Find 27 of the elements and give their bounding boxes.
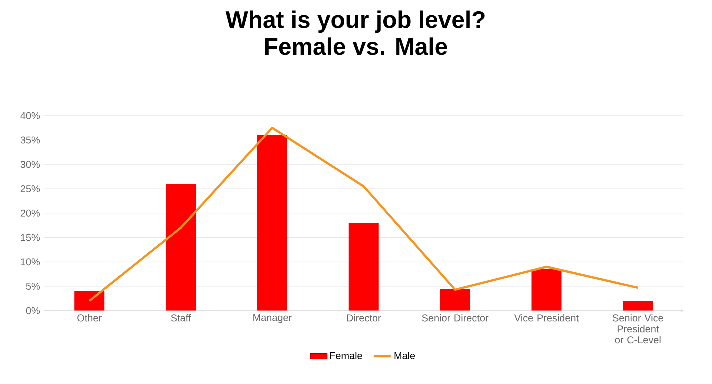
legend-label: Female (330, 352, 362, 360)
y-tick-label: 25% (20, 185, 40, 193)
line-series (88, 126, 640, 302)
bar (532, 269, 562, 311)
bar (348, 223, 379, 311)
y-tick-label: 30% (20, 161, 40, 168)
x-tick-label: Senior Director (422, 314, 489, 322)
chart-title: What is your job level? Female vs. Male (226, 10, 485, 56)
legend-label: Male (394, 352, 416, 360)
bar (440, 288, 470, 311)
y-tick-label: 5% (26, 282, 40, 290)
x-tick-label: Staff (171, 314, 192, 322)
x-tick-label: Other (78, 314, 102, 322)
x-tick-label: Senior Vice President or C-Level (612, 314, 664, 344)
bar (257, 135, 288, 311)
x-tick-label: Manager (254, 314, 292, 324)
x-tick-label: Director (347, 314, 382, 322)
bar (623, 301, 654, 311)
y-tick-label: 35% (20, 136, 40, 144)
x-tick-label: Vice President (514, 314, 579, 322)
bar (74, 291, 105, 311)
y-tick-label: 40% (20, 112, 40, 120)
y-tick-label: 0% (26, 307, 40, 314)
y-tick-label: 10% (21, 258, 40, 266)
y-tick-label: 20% (20, 210, 40, 217)
y-tick-label: 15% (21, 234, 40, 242)
bar (166, 184, 196, 311)
